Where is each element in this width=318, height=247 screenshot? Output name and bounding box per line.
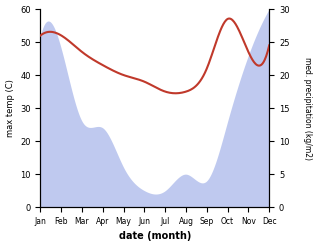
Y-axis label: max temp (C): max temp (C) <box>5 79 15 137</box>
X-axis label: date (month): date (month) <box>119 231 191 242</box>
Y-axis label: med. precipitation (kg/m2): med. precipitation (kg/m2) <box>303 57 313 160</box>
